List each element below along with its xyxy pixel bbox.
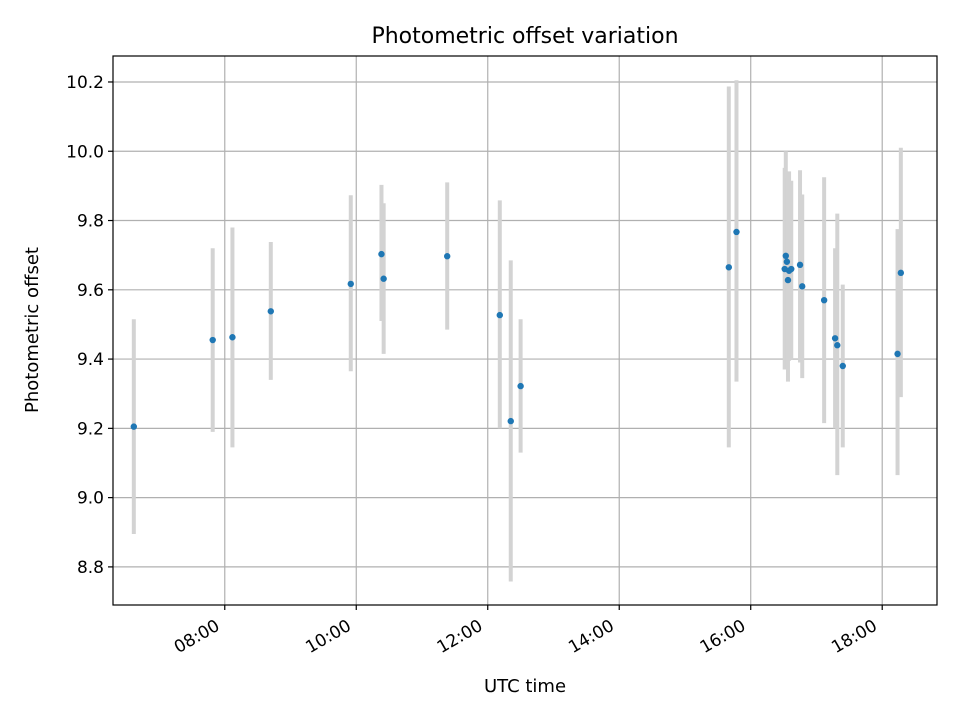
y-tick-label: 10.2	[66, 73, 104, 93]
data-point	[783, 258, 791, 265]
data-point	[496, 311, 503, 319]
y-tick-label: 9.6	[77, 281, 104, 301]
x-axis-label: UTC time	[484, 676, 566, 697]
data-point	[507, 417, 514, 425]
data-point	[517, 382, 524, 390]
grid	[113, 56, 937, 605]
data-point	[788, 265, 795, 273]
data-point	[784, 276, 792, 284]
y-tick-label: 9.0	[77, 489, 104, 509]
chart-title: Photometric offset variation	[371, 24, 678, 49]
data-point	[444, 253, 451, 260]
data-point	[831, 335, 839, 342]
y-tick-label: 9.8	[77, 212, 104, 232]
y-tick-label: 9.2	[77, 419, 104, 439]
y-axis-label: Photometric offset	[22, 247, 43, 413]
data-point	[820, 296, 828, 304]
data-point	[347, 280, 354, 288]
data-point	[725, 264, 733, 271]
y-tick-label: 10.0	[66, 142, 104, 162]
data-point	[834, 342, 841, 349]
data-point	[799, 283, 806, 290]
data-point	[209, 336, 216, 344]
data-point	[380, 275, 387, 282]
y-tick-label: 9.4	[77, 350, 104, 370]
data-point	[229, 334, 236, 341]
data-point	[378, 250, 385, 258]
y-axis-ticks: 8.8 9.0 9.2 9.4 9.6 9.8 10.0 10.2	[66, 73, 113, 578]
data-point	[267, 308, 274, 315]
data-point	[796, 261, 804, 269]
data-point	[782, 252, 789, 260]
data-point	[894, 350, 901, 358]
y-tick-label: 8.8	[77, 558, 104, 578]
data-point	[733, 228, 740, 236]
plot-frame	[112, 55, 938, 606]
data-points	[130, 228, 905, 430]
data-point	[130, 423, 138, 430]
data-point	[839, 362, 846, 370]
data-point	[897, 269, 905, 277]
